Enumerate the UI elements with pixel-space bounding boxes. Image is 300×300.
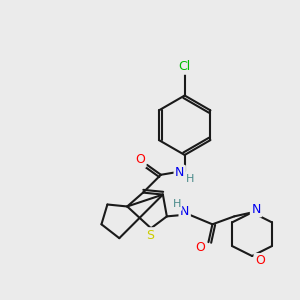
Text: O: O [196, 241, 206, 254]
Text: S: S [146, 229, 154, 242]
Text: O: O [255, 254, 265, 268]
Text: Cl: Cl [178, 60, 191, 73]
Text: N: N [251, 203, 261, 216]
Text: O: O [135, 153, 145, 167]
Text: H: H [185, 174, 194, 184]
Text: H: H [172, 200, 181, 209]
Text: N: N [180, 205, 189, 218]
Text: N: N [175, 166, 184, 179]
